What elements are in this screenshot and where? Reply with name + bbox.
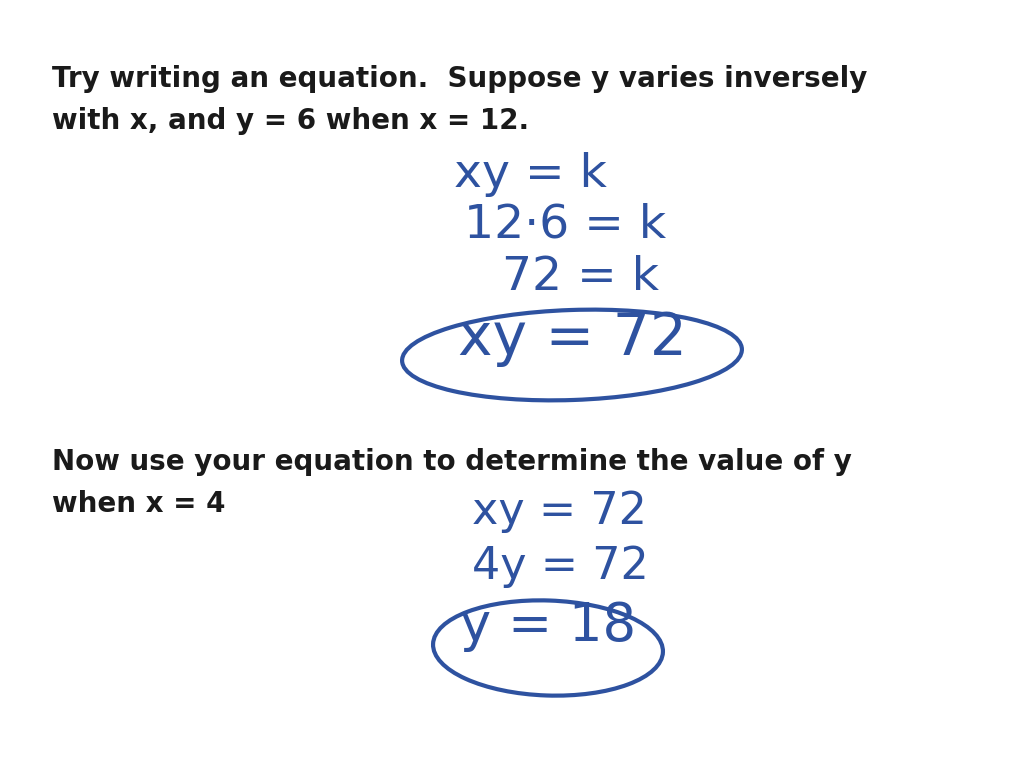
Text: when x = 4: when x = 4 xyxy=(52,490,225,518)
Text: xy = k: xy = k xyxy=(454,152,606,197)
Text: Try writing an equation.  Suppose y varies inversely: Try writing an equation. Suppose y varie… xyxy=(52,65,867,93)
Text: 72 = k: 72 = k xyxy=(502,255,658,300)
Text: Now use your equation to determine the value of y: Now use your equation to determine the v… xyxy=(52,448,852,476)
Text: xy = 72: xy = 72 xyxy=(458,310,686,367)
Text: xy = 72: xy = 72 xyxy=(472,490,647,533)
Text: 4y = 72: 4y = 72 xyxy=(472,545,648,588)
Text: y = 18: y = 18 xyxy=(460,600,636,652)
Text: 12·6 = k: 12·6 = k xyxy=(464,202,666,247)
Text: with x, and y = 6 when x = 12.: with x, and y = 6 when x = 12. xyxy=(52,107,529,135)
